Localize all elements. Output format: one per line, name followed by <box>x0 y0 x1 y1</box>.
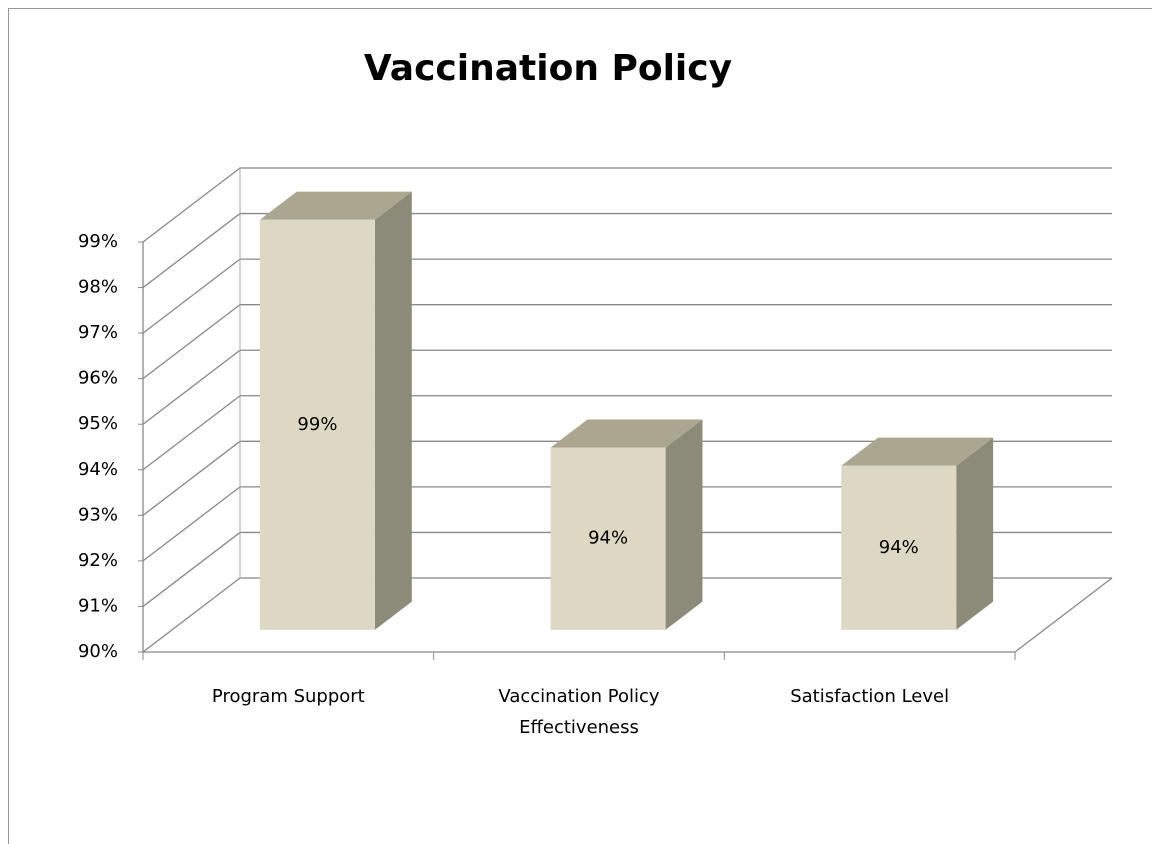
y-tick-label: 94% <box>78 459 118 480</box>
chart-border <box>8 8 1152 844</box>
bar <box>841 465 957 630</box>
bar-top <box>550 419 703 448</box>
y-tick-label: 98% <box>78 277 118 298</box>
y-tick-label: 91% <box>78 595 118 616</box>
bar <box>550 447 666 630</box>
y-tick-label: 93% <box>78 504 118 525</box>
data-label: 94% <box>588 528 628 549</box>
y-tick-label: 90% <box>78 641 118 662</box>
y-tick-label: 99% <box>78 231 118 252</box>
y-tick-label: 96% <box>78 368 118 389</box>
bar-side <box>374 191 412 630</box>
x-tick-label: Program Support <box>212 686 365 707</box>
bar <box>259 219 375 630</box>
chart-title: Vaccination Policy <box>364 48 732 89</box>
x-tick-label: Vaccination Policy Effectiveness <box>498 686 660 738</box>
bar-top <box>259 191 412 220</box>
data-label: 99% <box>297 414 337 435</box>
y-tick-label: 97% <box>78 322 118 343</box>
bar-top <box>841 437 994 466</box>
bar-side <box>665 419 703 630</box>
y-tick-label: 92% <box>78 550 118 571</box>
bar-side <box>956 437 994 630</box>
x-tick-label: Satisfaction Level <box>790 686 949 707</box>
floor-edge <box>1014 577 1113 653</box>
data-label: 94% <box>879 537 919 558</box>
y-tick-label: 95% <box>78 413 118 434</box>
